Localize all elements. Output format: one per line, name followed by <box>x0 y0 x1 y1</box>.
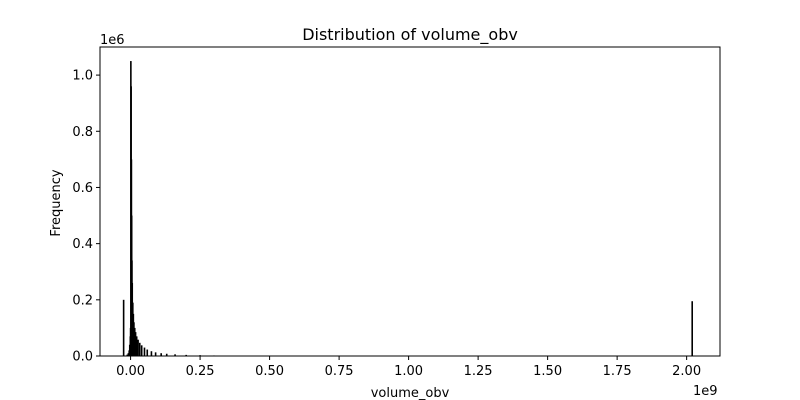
y-axis-label: Frequency <box>49 169 64 236</box>
x-tick-label: 2.00 <box>672 364 701 379</box>
histogram-bar <box>135 336 138 356</box>
y-tick-label: 0.0 <box>72 350 93 365</box>
y-tick-label: 0.6 <box>72 181 93 196</box>
x-tick-label: 1.00 <box>394 364 423 379</box>
histogram-bar <box>150 351 153 356</box>
histogram-bar <box>137 339 139 356</box>
y-ticks-group: 0.0 0.2 0.4 0.6 0.8 1.0 <box>72 69 100 365</box>
histogram-bar <box>165 353 168 356</box>
x-ticks-group: 0.00 0.25 0.50 0.75 1.00 1.25 1.50 1.75 2.00 <box>116 356 701 379</box>
histogram-bar <box>122 299 125 356</box>
histogram-bar <box>154 352 157 356</box>
histogram-bar <box>138 342 141 356</box>
bars-group <box>122 61 693 357</box>
x-tick-label: 0.25 <box>186 364 215 379</box>
histogram-bar <box>133 322 135 356</box>
histogram-bar <box>127 353 130 356</box>
histogram-bar <box>691 301 693 356</box>
x-tick-label: 1.50 <box>533 364 562 379</box>
histogram-bar <box>146 349 149 356</box>
x-tick-label: 0.75 <box>325 364 354 379</box>
histogram-bar <box>126 354 129 356</box>
y-tick-label: 0.4 <box>72 237 93 252</box>
histogram-bar <box>185 354 187 356</box>
y-tick-label: 1.0 <box>72 69 93 84</box>
x-tick-label: 1.75 <box>603 364 632 379</box>
y-tick-label: 0.2 <box>72 293 93 308</box>
histogram-bar <box>160 353 162 356</box>
histogram-bar <box>143 347 146 356</box>
x-tick-label: 1.25 <box>464 364 493 379</box>
plot-frame <box>99 46 721 357</box>
x-tick-label: 0.50 <box>255 364 284 379</box>
histogram-bar <box>133 327 136 356</box>
x-offset-label: 1e9 <box>693 384 718 399</box>
x-tick-label: 0.00 <box>116 364 145 379</box>
histogram-bar <box>174 354 176 356</box>
chart-title: Distribution of volume_obv <box>302 25 518 45</box>
histogram-bar <box>140 345 143 356</box>
y-tick-label: 0.8 <box>72 125 93 140</box>
x-axis-label: volume_obv <box>371 386 450 400</box>
histogram-bar <box>134 332 137 356</box>
y-offset-label: 1e6 <box>100 33 125 48</box>
